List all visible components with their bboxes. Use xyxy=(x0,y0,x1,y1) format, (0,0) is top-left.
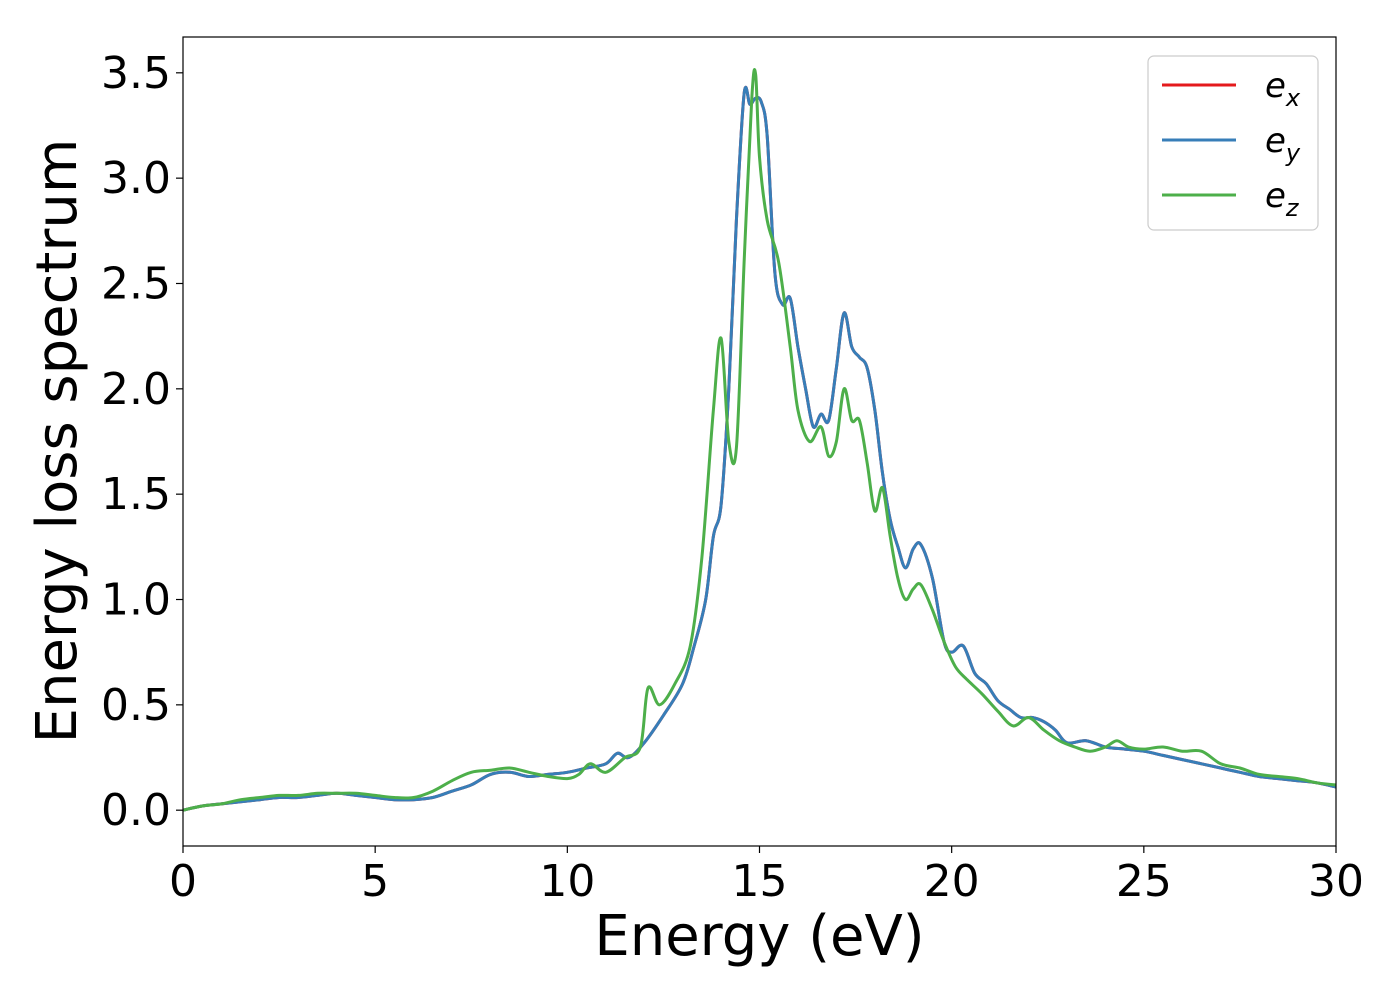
y-axis-ticks: 0.0 0.5 1.0 1.5 2.0 2.5 3.0 3.5 xyxy=(101,48,183,836)
legend-box xyxy=(1147,55,1319,231)
x-axis-label: Energy (eV) xyxy=(594,904,924,969)
y-tick-label: 3.5 xyxy=(101,48,171,99)
x-tick-label: 0 xyxy=(169,856,197,907)
x-tick-label: 30 xyxy=(1308,856,1364,907)
legend-label-ex: ex xyxy=(1265,66,1301,112)
legend: ex ey ez xyxy=(1147,55,1319,231)
x-tick-label: 15 xyxy=(732,856,788,907)
legend-label-ez: ez xyxy=(1265,176,1300,222)
x-tick-label: 20 xyxy=(924,856,980,907)
x-tick-label: 10 xyxy=(539,856,595,907)
legend-label-ey: ey xyxy=(1265,121,1301,167)
y-tick-label: 1.0 xyxy=(101,575,171,626)
y-tick-label: 2.0 xyxy=(101,364,171,415)
y-tick-label: 1.5 xyxy=(101,469,171,520)
series-line-ey xyxy=(183,85,1336,812)
x-tick-label: 5 xyxy=(361,856,389,907)
y-tick-label: 0.0 xyxy=(101,785,171,836)
x-axis-ticks: 0 5 10 15 20 25 30 xyxy=(169,846,1364,907)
y-tick-label: 3.0 xyxy=(101,153,171,204)
y-tick-label: 2.5 xyxy=(101,258,171,309)
y-axis-label: Energy loss spectrum xyxy=(25,139,90,744)
x-tick-label: 25 xyxy=(1116,856,1172,907)
y-tick-label: 0.5 xyxy=(101,680,171,731)
series-layer xyxy=(183,68,1336,812)
series-line-ez xyxy=(183,68,1336,812)
